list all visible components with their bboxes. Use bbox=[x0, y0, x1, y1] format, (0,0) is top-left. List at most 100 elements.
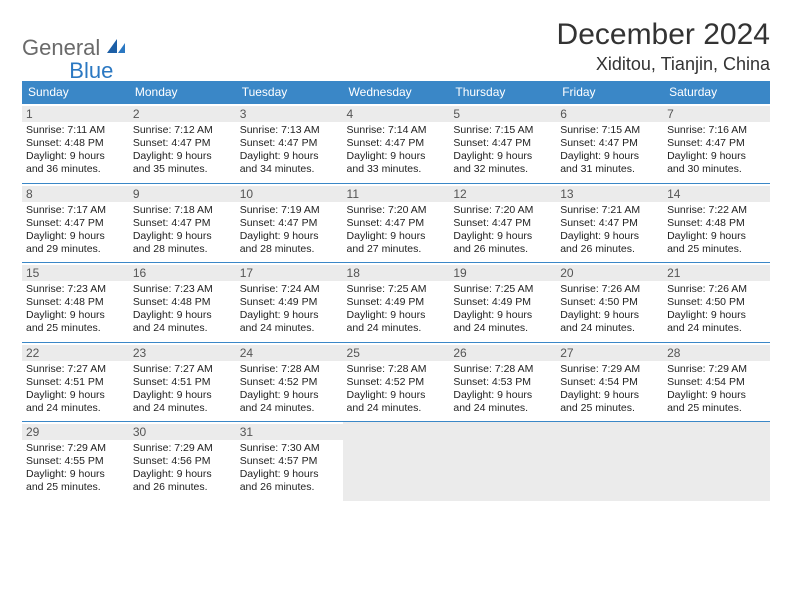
info-line: Sunrise: 7:20 AM bbox=[453, 204, 552, 217]
day-info: Sunrise: 7:20 AMSunset: 4:47 PMDaylight:… bbox=[453, 204, 552, 257]
day-cell: 3Sunrise: 7:13 AMSunset: 4:47 PMDaylight… bbox=[236, 104, 343, 184]
info-line: Daylight: 9 hours bbox=[133, 309, 232, 322]
day-info: Sunrise: 7:11 AMSunset: 4:48 PMDaylight:… bbox=[26, 124, 125, 177]
day-cell: 13Sunrise: 7:21 AMSunset: 4:47 PMDayligh… bbox=[556, 183, 663, 263]
info-line: Daylight: 9 hours bbox=[26, 389, 125, 402]
info-line: Sunset: 4:47 PM bbox=[560, 137, 659, 150]
day-number: 8 bbox=[22, 186, 129, 202]
info-line: Sunset: 4:52 PM bbox=[240, 376, 339, 389]
info-line: and 24 minutes. bbox=[240, 402, 339, 415]
dayhead-wed: Wednesday bbox=[343, 81, 450, 104]
info-line: Sunrise: 7:27 AM bbox=[133, 363, 232, 376]
info-line: and 35 minutes. bbox=[133, 163, 232, 176]
info-line: Daylight: 9 hours bbox=[347, 309, 446, 322]
day-info: Sunrise: 7:29 AMSunset: 4:56 PMDaylight:… bbox=[133, 442, 232, 495]
week-row: 1Sunrise: 7:11 AMSunset: 4:48 PMDaylight… bbox=[22, 104, 770, 184]
day-info: Sunrise: 7:29 AMSunset: 4:54 PMDaylight:… bbox=[667, 363, 766, 416]
logo: General Blue bbox=[22, 24, 113, 72]
day-cell: 19Sunrise: 7:25 AMSunset: 4:49 PMDayligh… bbox=[449, 263, 556, 343]
day-cell: 31Sunrise: 7:30 AMSunset: 4:57 PMDayligh… bbox=[236, 422, 343, 501]
day-info: Sunrise: 7:27 AMSunset: 4:51 PMDaylight:… bbox=[133, 363, 232, 416]
info-line: Daylight: 9 hours bbox=[26, 468, 125, 481]
info-line: and 24 minutes. bbox=[133, 402, 232, 415]
info-line: and 24 minutes. bbox=[133, 322, 232, 335]
info-line: Sunset: 4:47 PM bbox=[347, 217, 446, 230]
day-number: 26 bbox=[449, 345, 556, 361]
day-number: 12 bbox=[449, 186, 556, 202]
day-info: Sunrise: 7:28 AMSunset: 4:53 PMDaylight:… bbox=[453, 363, 552, 416]
info-line: Sunrise: 7:22 AM bbox=[667, 204, 766, 217]
info-line: Sunrise: 7:18 AM bbox=[133, 204, 232, 217]
info-line: Sunset: 4:49 PM bbox=[453, 296, 552, 309]
info-line: Daylight: 9 hours bbox=[133, 468, 232, 481]
day-cell: 23Sunrise: 7:27 AMSunset: 4:51 PMDayligh… bbox=[129, 342, 236, 422]
week-row: 29Sunrise: 7:29 AMSunset: 4:55 PMDayligh… bbox=[22, 422, 770, 501]
day-info: Sunrise: 7:16 AMSunset: 4:47 PMDaylight:… bbox=[667, 124, 766, 177]
calendar-table: Sunday Monday Tuesday Wednesday Thursday… bbox=[22, 81, 770, 501]
dayhead-sat: Saturday bbox=[663, 81, 770, 104]
title-block: December 2024 Xiditou, Tianjin, China bbox=[557, 18, 770, 75]
day-info: Sunrise: 7:25 AMSunset: 4:49 PMDaylight:… bbox=[453, 283, 552, 336]
info-line: Daylight: 9 hours bbox=[347, 230, 446, 243]
header: General Blue December 2024 Xiditou, Tian… bbox=[22, 18, 770, 75]
info-line: and 24 minutes. bbox=[26, 402, 125, 415]
info-line: Sunrise: 7:14 AM bbox=[347, 124, 446, 137]
info-line: Sunset: 4:51 PM bbox=[133, 376, 232, 389]
info-line: Sunrise: 7:17 AM bbox=[26, 204, 125, 217]
info-line: Sunset: 4:47 PM bbox=[560, 217, 659, 230]
info-line: Sunrise: 7:21 AM bbox=[560, 204, 659, 217]
info-line: and 30 minutes. bbox=[667, 163, 766, 176]
day-cell: 10 Sunrise: 7:19 AMSunset: 4:47 PMDayligh… bbox=[236, 183, 343, 263]
day-number: 11 bbox=[343, 186, 450, 202]
info-line: and 24 minutes. bbox=[560, 322, 659, 335]
day-info: Sunrise: 7:26 AMSunset: 4:50 PMDaylight:… bbox=[667, 283, 766, 336]
location: Xiditou, Tianjin, China bbox=[557, 54, 770, 75]
info-line: Sunset: 4:48 PM bbox=[26, 137, 125, 150]
info-line: Sunrise: 7:20 AM bbox=[347, 204, 446, 217]
day-info: Sunrise: 7:12 AMSunset: 4:47 PMDaylight:… bbox=[133, 124, 232, 177]
info-line: Daylight: 9 hours bbox=[240, 150, 339, 163]
info-line: Sunset: 4:47 PM bbox=[453, 217, 552, 230]
info-line: and 25 minutes. bbox=[560, 402, 659, 415]
day-cell: 9Sunrise: 7:18 AMSunset: 4:47 PMDaylight… bbox=[129, 183, 236, 263]
dayhead-fri: Friday bbox=[556, 81, 663, 104]
day-cell: 27Sunrise: 7:29 AMSunset: 4:54 PMDayligh… bbox=[556, 342, 663, 422]
day-cell: 5Sunrise: 7:15 AMSunset: 4:47 PMDaylight… bbox=[449, 104, 556, 184]
info-line: Sunrise: 7:29 AM bbox=[133, 442, 232, 455]
info-line: Daylight: 9 hours bbox=[347, 389, 446, 402]
info-line: and 36 minutes. bbox=[26, 163, 125, 176]
day-header-row: Sunday Monday Tuesday Wednesday Thursday… bbox=[22, 81, 770, 104]
info-line: Daylight: 9 hours bbox=[240, 389, 339, 402]
day-number: 18 bbox=[343, 265, 450, 281]
info-line: Sunset: 4:52 PM bbox=[347, 376, 446, 389]
info-line: Sunset: 4:48 PM bbox=[133, 296, 232, 309]
info-line: Daylight: 9 hours bbox=[667, 230, 766, 243]
day-info: Sunrise: 7:13 AMSunset: 4:47 PMDaylight:… bbox=[240, 124, 339, 177]
day-info: Sunrise: 7:19 AMSunset: 4:47 PMDaylight:… bbox=[240, 204, 339, 257]
info-line: Sunset: 4:47 PM bbox=[240, 217, 339, 230]
day-info: Sunrise: 7:23 AMSunset: 4:48 PMDaylight:… bbox=[26, 283, 125, 336]
day-cell: 22Sunrise: 7:27 AMSunset: 4:51 PMDayligh… bbox=[22, 342, 129, 422]
day-cell: 7 Sunrise: 7:16 AMSunset: 4:47 PMDaylight… bbox=[663, 104, 770, 184]
day-number: 7 bbox=[663, 106, 770, 122]
info-line: Sunrise: 7:28 AM bbox=[453, 363, 552, 376]
day-cell: 16Sunrise: 7:23 AMSunset: 4:48 PMDayligh… bbox=[129, 263, 236, 343]
info-line: and 34 minutes. bbox=[240, 163, 339, 176]
info-line: Sunrise: 7:16 AM bbox=[667, 124, 766, 137]
info-line: Daylight: 9 hours bbox=[26, 230, 125, 243]
day-cell: 17Sunrise: 7:24 AMSunset: 4:49 PMDayligh… bbox=[236, 263, 343, 343]
day-number: 10 bbox=[236, 186, 343, 202]
day-cell: 30Sunrise: 7:29 AMSunset: 4:56 PMDayligh… bbox=[129, 422, 236, 501]
info-line: Daylight: 9 hours bbox=[667, 150, 766, 163]
info-line: and 24 minutes. bbox=[347, 322, 446, 335]
day-info: Sunrise: 7:24 AMSunset: 4:49 PMDaylight:… bbox=[240, 283, 339, 336]
dayhead-mon: Monday bbox=[129, 81, 236, 104]
day-cell: 24Sunrise: 7:28 AMSunset: 4:52 PMDayligh… bbox=[236, 342, 343, 422]
info-line: Daylight: 9 hours bbox=[133, 389, 232, 402]
info-line: Sunrise: 7:15 AM bbox=[560, 124, 659, 137]
info-line: Sunrise: 7:25 AM bbox=[347, 283, 446, 296]
info-line: and 33 minutes. bbox=[347, 163, 446, 176]
info-line: Sunset: 4:47 PM bbox=[240, 137, 339, 150]
info-line: Sunrise: 7:15 AM bbox=[453, 124, 552, 137]
day-info: Sunrise: 7:15 AMSunset: 4:47 PMDaylight:… bbox=[453, 124, 552, 177]
